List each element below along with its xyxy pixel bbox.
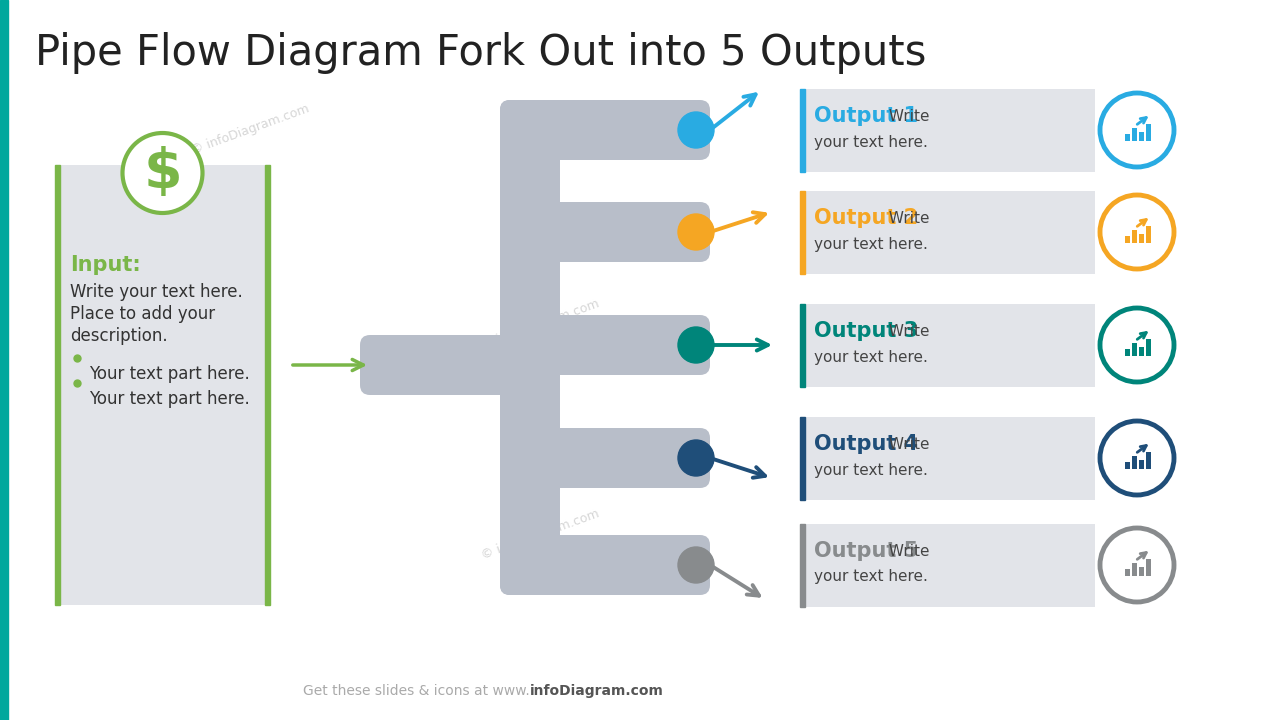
- Bar: [1132, 343, 1137, 356]
- Bar: [800, 523, 805, 606]
- Bar: [1146, 452, 1151, 469]
- Text: your text here.: your text here.: [814, 236, 928, 251]
- Circle shape: [678, 440, 714, 476]
- Circle shape: [678, 547, 714, 583]
- Bar: [800, 523, 1094, 606]
- Text: Your text part here.: Your text part here.: [90, 390, 250, 408]
- Text: Write: Write: [884, 544, 929, 559]
- Text: your text here.: your text here.: [814, 462, 928, 477]
- Text: Write: Write: [884, 323, 929, 338]
- Text: your text here.: your text here.: [814, 570, 928, 585]
- Text: Write your text here.: Write your text here.: [70, 283, 243, 301]
- Text: Write: Write: [884, 436, 929, 451]
- FancyBboxPatch shape: [360, 335, 559, 395]
- Bar: [1132, 230, 1137, 243]
- Text: Get these slides & icons at www.: Get these slides & icons at www.: [303, 684, 530, 698]
- Bar: [1139, 347, 1144, 356]
- Bar: [800, 89, 805, 171]
- Text: © infoDiagram.com: © infoDiagram.com: [189, 102, 311, 158]
- FancyBboxPatch shape: [500, 202, 710, 262]
- FancyBboxPatch shape: [500, 100, 559, 595]
- Text: description.: description.: [70, 327, 168, 345]
- Bar: [800, 89, 1094, 171]
- Bar: [800, 304, 805, 387]
- Text: © infoDiagram.com: © infoDiagram.com: [479, 297, 600, 352]
- FancyBboxPatch shape: [500, 428, 710, 488]
- Text: Output 5: Output 5: [814, 541, 918, 561]
- Bar: [800, 416, 805, 500]
- Circle shape: [678, 112, 714, 148]
- Bar: [1146, 226, 1151, 243]
- Bar: [800, 191, 1094, 274]
- Text: Place to add your: Place to add your: [70, 305, 215, 323]
- Text: Output 3: Output 3: [814, 321, 918, 341]
- Text: $: $: [143, 146, 182, 200]
- Circle shape: [678, 327, 714, 363]
- Text: Output 2: Output 2: [814, 208, 918, 228]
- Bar: [1125, 349, 1130, 356]
- Bar: [1132, 456, 1137, 469]
- Text: your text here.: your text here.: [814, 135, 928, 150]
- Circle shape: [1100, 93, 1174, 167]
- Bar: [800, 191, 805, 274]
- Text: Write: Write: [884, 210, 929, 225]
- Bar: [1132, 563, 1137, 576]
- Bar: [1146, 339, 1151, 356]
- Bar: [1132, 128, 1137, 141]
- Bar: [1125, 236, 1130, 243]
- Bar: [1139, 234, 1144, 243]
- Text: infoDiagram.com: infoDiagram.com: [530, 684, 664, 698]
- Bar: [1125, 462, 1130, 469]
- Bar: [800, 304, 1094, 387]
- Text: Input:: Input:: [70, 255, 141, 275]
- Bar: [1139, 567, 1144, 576]
- Circle shape: [123, 133, 202, 213]
- Circle shape: [1100, 195, 1174, 269]
- Bar: [800, 416, 1094, 500]
- Bar: [0, 0, 8, 720]
- Bar: [1125, 569, 1130, 576]
- Bar: [1139, 132, 1144, 141]
- Bar: [1146, 124, 1151, 141]
- Text: Your text part here.: Your text part here.: [90, 365, 250, 383]
- Bar: [1125, 134, 1130, 141]
- FancyBboxPatch shape: [500, 100, 710, 160]
- Bar: [55, 165, 60, 605]
- FancyBboxPatch shape: [500, 315, 710, 375]
- Text: Output 4: Output 4: [814, 434, 918, 454]
- Text: Pipe Flow Diagram Fork Out into 5 Outputs: Pipe Flow Diagram Fork Out into 5 Output…: [35, 32, 927, 74]
- Bar: [1146, 559, 1151, 576]
- Bar: [265, 165, 270, 605]
- FancyBboxPatch shape: [500, 535, 710, 595]
- Circle shape: [678, 214, 714, 250]
- Text: © infoDiagram.com: © infoDiagram.com: [479, 508, 600, 562]
- Circle shape: [1100, 528, 1174, 602]
- Text: your text here.: your text here.: [814, 349, 928, 364]
- Circle shape: [1100, 308, 1174, 382]
- Bar: [55, 165, 270, 605]
- Bar: [1139, 460, 1144, 469]
- Text: Output 1: Output 1: [814, 106, 918, 126]
- Text: Write: Write: [884, 109, 929, 124]
- Circle shape: [1100, 421, 1174, 495]
